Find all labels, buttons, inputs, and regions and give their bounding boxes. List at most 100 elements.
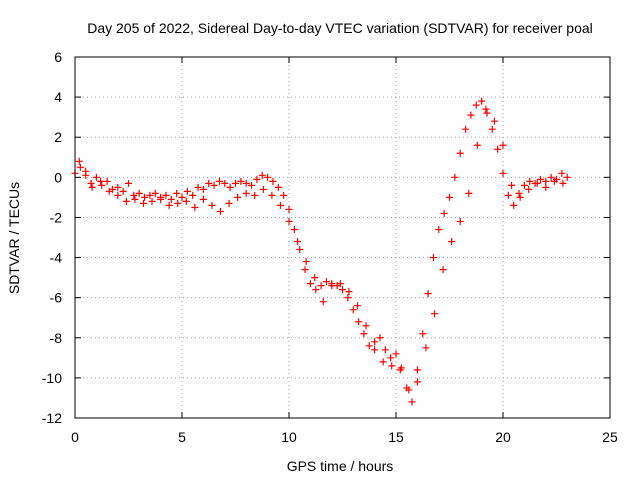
data-point <box>88 183 96 191</box>
data-point <box>157 195 165 203</box>
data-point <box>482 105 490 113</box>
data-point <box>242 189 250 197</box>
data-point <box>353 302 361 310</box>
x-tick-label: 5 <box>178 429 186 445</box>
data-point <box>448 238 456 246</box>
data-point <box>234 193 242 201</box>
data-point <box>122 197 130 205</box>
data-point <box>435 225 443 233</box>
data-point <box>148 197 156 205</box>
data-point <box>182 197 190 205</box>
data-point <box>139 199 147 207</box>
data-point <box>344 294 352 302</box>
data-point <box>125 179 132 187</box>
data-point <box>165 201 173 209</box>
data-point <box>456 149 464 157</box>
data-point <box>205 179 213 187</box>
data-point <box>345 288 353 296</box>
data-point <box>237 177 245 185</box>
data-point <box>429 254 437 262</box>
data-point <box>526 177 534 185</box>
data-point <box>189 191 197 199</box>
data-point <box>311 274 319 282</box>
data-point <box>191 203 199 211</box>
data-point <box>472 101 480 109</box>
data-point <box>558 169 566 177</box>
data-point <box>162 191 170 199</box>
data-point <box>319 298 327 306</box>
data-point <box>413 366 421 374</box>
data-point <box>355 318 363 326</box>
data-point <box>225 199 233 207</box>
data-point <box>508 181 516 189</box>
data-point <box>542 177 550 185</box>
data-point <box>130 191 138 199</box>
data-point <box>371 338 379 346</box>
data-point <box>439 266 447 274</box>
data-point <box>280 191 288 199</box>
data-point <box>248 181 256 189</box>
data-point <box>494 145 502 153</box>
data-point <box>462 125 470 133</box>
data-point <box>75 157 83 165</box>
data-point <box>199 195 207 203</box>
data-point <box>408 398 416 406</box>
data-point <box>525 185 533 193</box>
data-point <box>103 177 111 185</box>
data-point <box>533 179 541 187</box>
data-point <box>510 201 518 209</box>
x-axis-title: GPS time / hours <box>287 458 394 474</box>
data-point <box>131 195 139 203</box>
data-point <box>488 125 496 133</box>
data-point <box>328 282 336 290</box>
data-point <box>306 280 314 288</box>
y-axis-title: SDTVAR / TECUs <box>6 182 22 294</box>
data-point <box>312 286 320 294</box>
x-tick-label: 25 <box>602 429 618 445</box>
data-point <box>376 334 384 342</box>
data-point <box>199 185 207 193</box>
plot-frame <box>74 56 611 419</box>
data-point <box>194 183 202 191</box>
data-point <box>146 191 154 199</box>
data-point <box>322 278 330 286</box>
data-point <box>167 195 175 203</box>
data-point <box>258 171 266 179</box>
data-point <box>499 141 507 149</box>
data-point <box>302 258 310 266</box>
data-point <box>119 187 127 195</box>
data-point <box>478 97 486 105</box>
data-point <box>440 209 448 217</box>
data-point <box>269 177 277 185</box>
data-point <box>360 330 368 338</box>
data-point <box>76 163 84 171</box>
data-point <box>339 286 346 294</box>
data-point <box>253 175 261 183</box>
data-point <box>114 183 122 191</box>
data-point <box>285 205 293 213</box>
data-point <box>296 246 304 254</box>
data-point <box>349 306 357 314</box>
data-points-layer <box>71 97 571 406</box>
data-point <box>178 193 186 201</box>
data-point <box>419 330 427 338</box>
data-point <box>490 117 498 125</box>
data-point <box>276 201 284 209</box>
data-point <box>210 181 218 189</box>
y-tick-label: 2 <box>54 129 62 145</box>
data-point <box>424 290 432 298</box>
data-point <box>226 183 234 191</box>
x-tick-label: 10 <box>281 429 297 445</box>
data-point <box>173 189 181 197</box>
data-point <box>141 193 149 201</box>
data-point <box>379 358 387 366</box>
data-point <box>98 181 106 189</box>
data-point <box>381 346 389 354</box>
grid-layer <box>74 56 611 419</box>
data-point <box>422 344 430 352</box>
data-point <box>92 173 100 181</box>
data-point <box>446 193 453 201</box>
data-point <box>563 173 571 181</box>
data-point <box>467 111 475 119</box>
